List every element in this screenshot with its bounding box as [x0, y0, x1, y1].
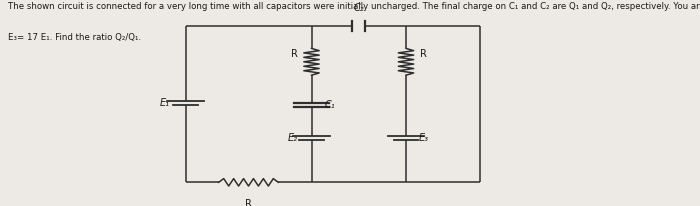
Text: E₃: E₃ — [419, 133, 428, 143]
Text: E₁: E₁ — [160, 98, 170, 108]
Text: E₃= 17 E₁. Find the ratio Q₂/Q₁.: E₃= 17 E₁. Find the ratio Q₂/Q₁. — [8, 33, 141, 42]
Text: R: R — [290, 49, 298, 59]
Text: R: R — [245, 199, 252, 206]
Text: C₁: C₁ — [324, 100, 335, 110]
Text: E₂: E₂ — [288, 133, 298, 143]
Text: C₂: C₂ — [354, 3, 364, 13]
Text: The shown circuit is connected for a very long time with all capacitors were ini: The shown circuit is connected for a ver… — [8, 2, 700, 11]
Text: R: R — [420, 49, 427, 59]
